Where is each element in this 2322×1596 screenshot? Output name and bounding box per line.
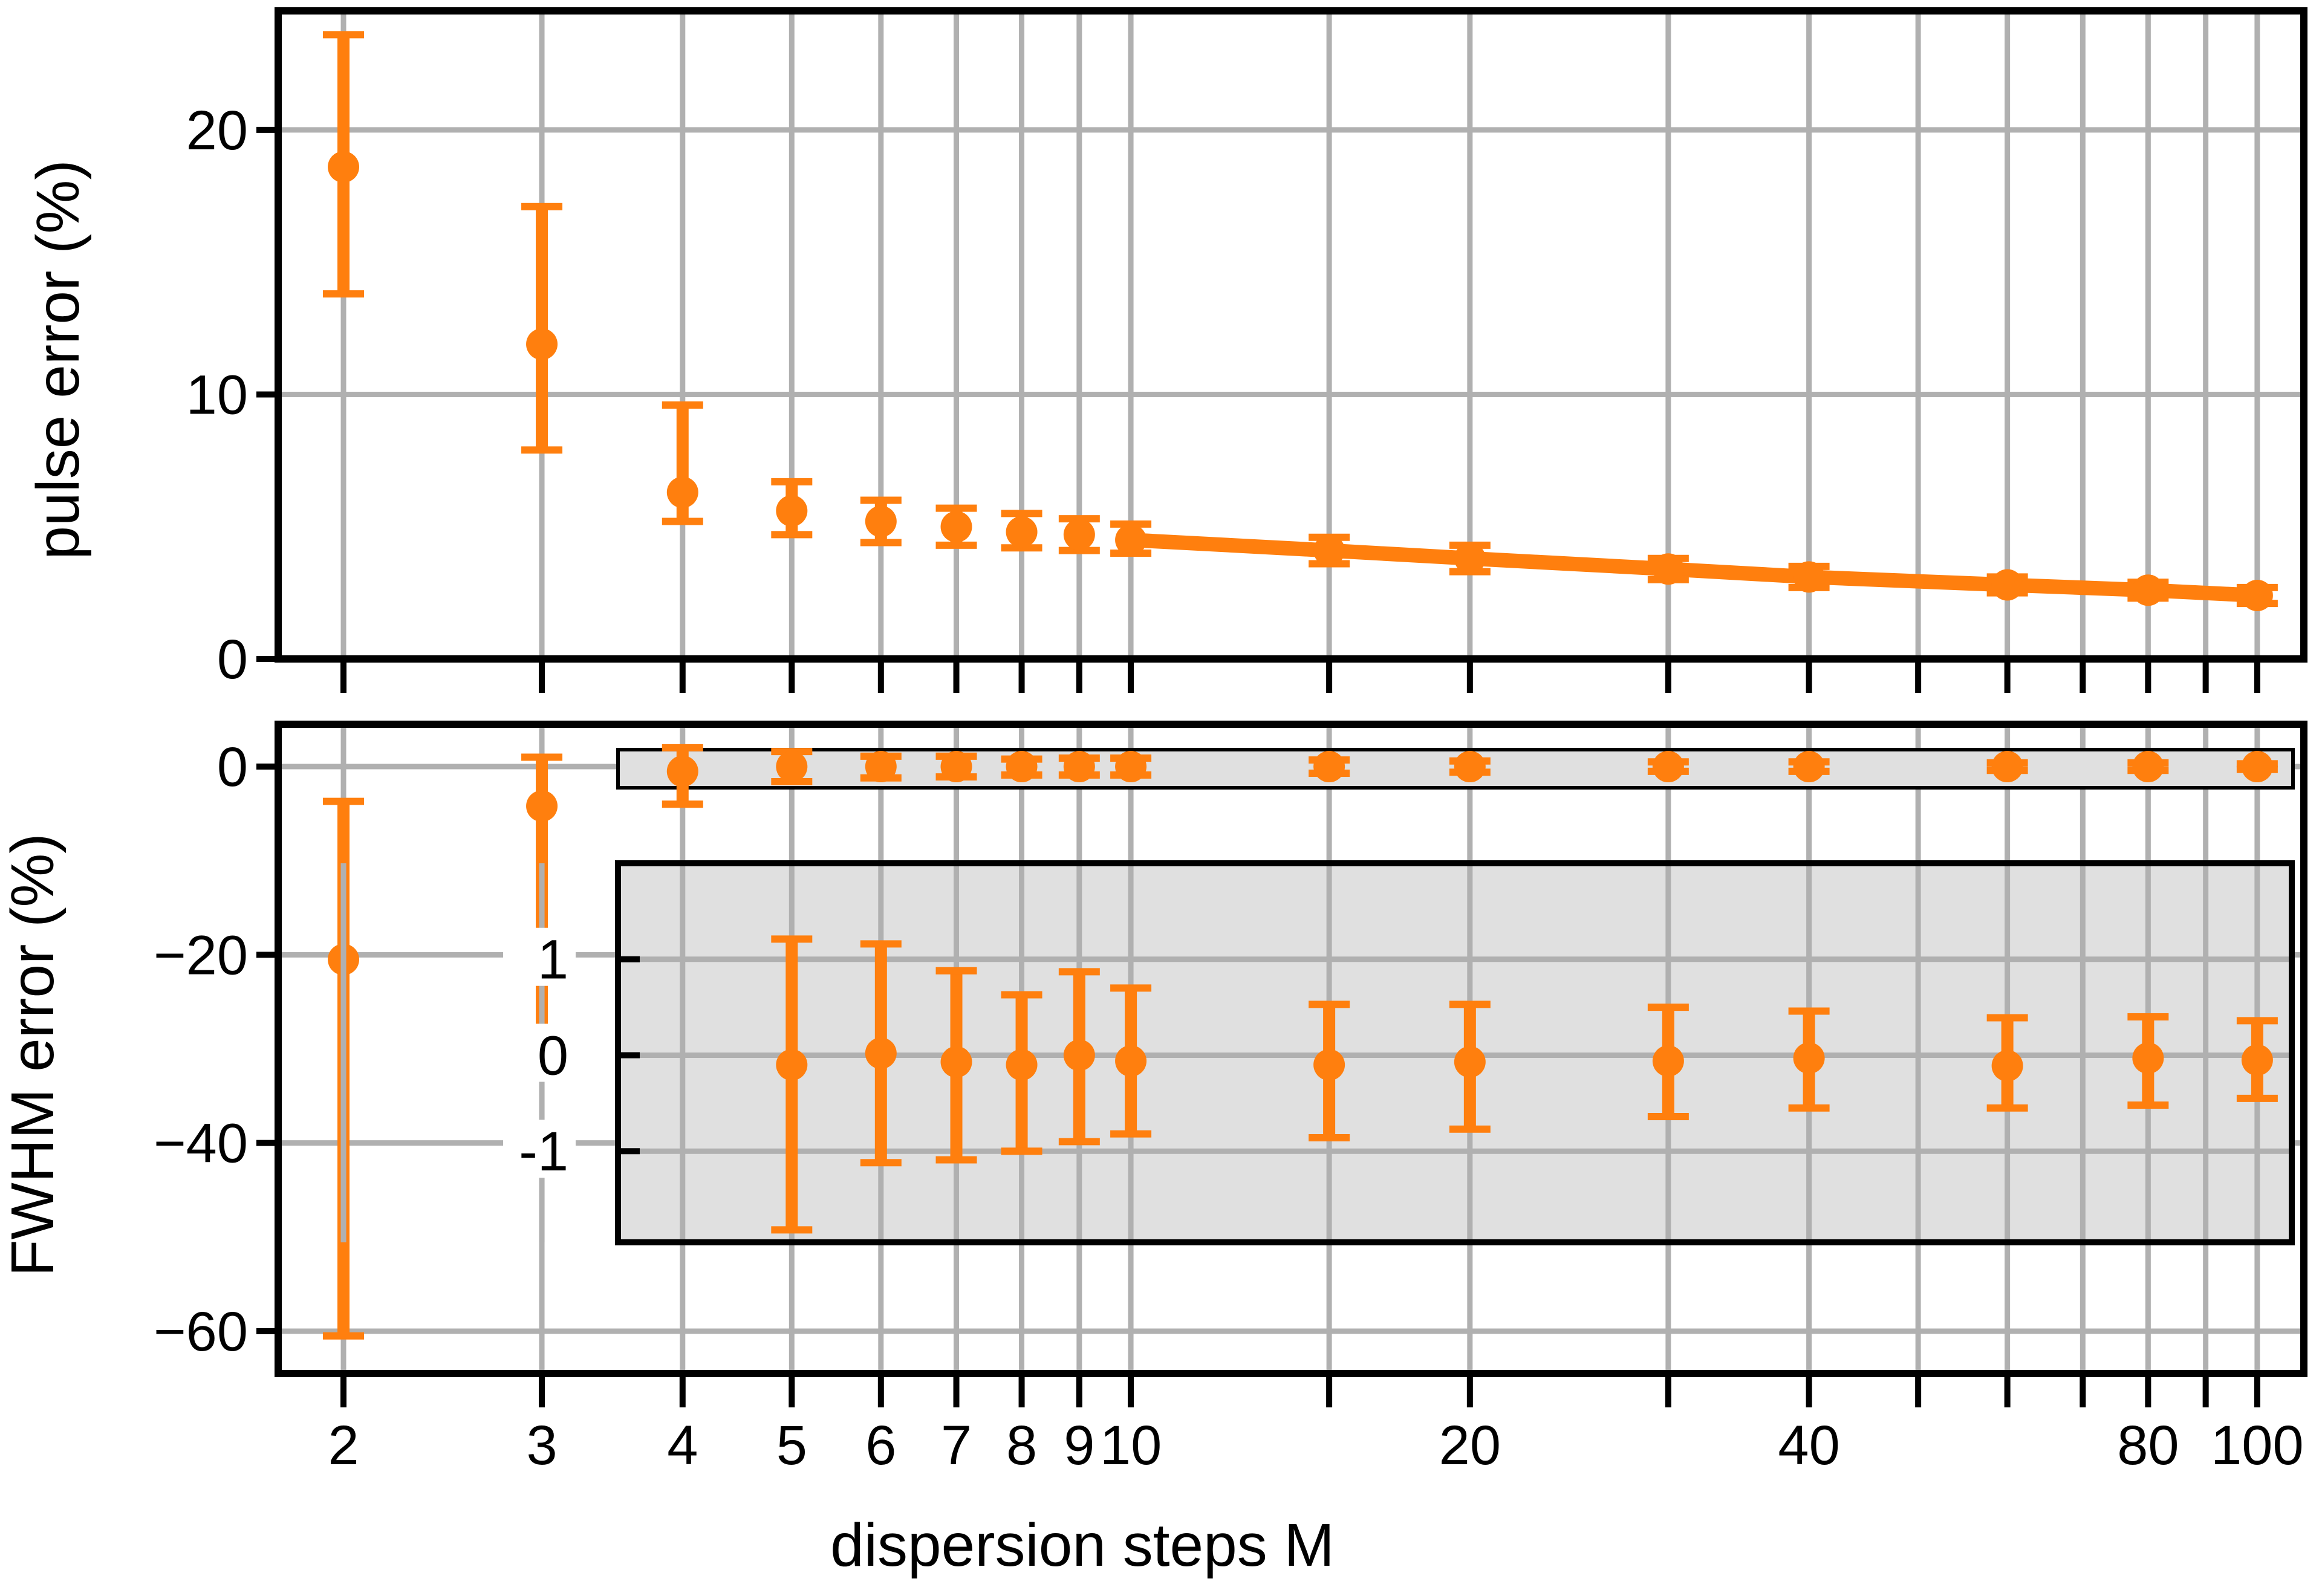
data-point bbox=[1991, 751, 2023, 783]
data-point bbox=[940, 511, 972, 543]
data-point bbox=[865, 505, 897, 537]
data-point bbox=[776, 495, 808, 527]
data-point bbox=[2241, 1044, 2273, 1076]
x-tick-label: 10 bbox=[1100, 1415, 1162, 1476]
data-point bbox=[2132, 1042, 2164, 1074]
data-point bbox=[1063, 519, 1095, 551]
x-tick-label: 2 bbox=[328, 1415, 359, 1476]
data-point bbox=[1793, 561, 1825, 593]
data-point bbox=[940, 1046, 972, 1078]
inset-y-tick-label: 0 bbox=[538, 1025, 568, 1086]
data-point bbox=[1454, 1046, 1486, 1078]
top-y-tick-label: 0 bbox=[217, 629, 248, 690]
data-point bbox=[2132, 751, 2164, 783]
top-y-tick-label: 10 bbox=[186, 364, 248, 426]
x-tick-label: 9 bbox=[1064, 1415, 1094, 1476]
data-point bbox=[666, 755, 698, 787]
data-point bbox=[2241, 579, 2273, 611]
bottom-y-tick-label: −20 bbox=[154, 924, 248, 986]
inset-tick-label-bg bbox=[503, 1023, 576, 1082]
data-point bbox=[526, 790, 558, 822]
x-tick-label: 100 bbox=[2211, 1415, 2304, 1476]
data-point bbox=[1793, 1042, 1825, 1074]
top-panel: 0 10 20 bbox=[186, 7, 2307, 693]
top-y-tick-label: 20 bbox=[186, 100, 248, 161]
data-point bbox=[1115, 751, 1147, 783]
data-point bbox=[1313, 1049, 1345, 1081]
data-point bbox=[1652, 553, 1684, 585]
bottom-y-axis-label: FWHM error (%) bbox=[0, 833, 67, 1276]
data-point bbox=[1115, 1045, 1147, 1077]
data-point bbox=[940, 751, 972, 783]
data-point bbox=[328, 151, 360, 183]
x-tick-label: 20 bbox=[1439, 1415, 1501, 1476]
data-point bbox=[2241, 751, 2273, 783]
bottom-y-tick-label: −60 bbox=[154, 1301, 248, 1363]
data-point bbox=[1006, 516, 1038, 548]
x-tick-label: 7 bbox=[941, 1415, 972, 1476]
data-point bbox=[1454, 751, 1486, 783]
x-tick-label: 80 bbox=[2117, 1415, 2179, 1476]
data-point bbox=[1991, 569, 2023, 601]
data-point bbox=[666, 476, 698, 508]
data-point bbox=[1006, 1049, 1038, 1081]
data-point bbox=[1991, 1049, 2023, 1082]
data-point bbox=[1652, 751, 1684, 783]
bottom-y-tick-label: −40 bbox=[154, 1113, 248, 1175]
data-point bbox=[526, 328, 558, 360]
x-tick-label: 3 bbox=[526, 1415, 557, 1476]
data-point bbox=[1652, 1045, 1684, 1077]
data-point bbox=[776, 1049, 808, 1081]
bottom-ticks: 0−20−40−602 3 4 5 6 7 8 9 10 20 40 80 100 bbox=[154, 736, 2304, 1476]
top-y-axis-label: pulse error (%) bbox=[24, 160, 92, 559]
data-point bbox=[865, 751, 897, 783]
data-point bbox=[776, 751, 808, 783]
data-point bbox=[1006, 751, 1038, 783]
top-series bbox=[323, 31, 2278, 611]
inset-tick-label-bg bbox=[503, 1120, 576, 1178]
x-tick-label: 40 bbox=[1778, 1415, 1839, 1476]
inset-ticks: 1 0 -1 bbox=[503, 927, 640, 1182]
bottom-panel: 0−20−40−602 3 4 5 6 7 8 9 10 20 40 80 100 10-1 bbox=[154, 721, 2307, 1476]
data-point bbox=[865, 1037, 897, 1069]
x-tick-label: 6 bbox=[865, 1415, 896, 1476]
bottom-plot-frame bbox=[275, 721, 2307, 1377]
x-axis-label: dispersion steps M bbox=[830, 1511, 1335, 1579]
inset-y-tick-label: -1 bbox=[519, 1121, 568, 1182]
x-tick-label: 4 bbox=[667, 1415, 698, 1476]
inset-y-tick-label: 1 bbox=[538, 929, 568, 991]
series-line bbox=[1130, 533, 2258, 603]
data-point bbox=[1313, 534, 1345, 566]
data-point bbox=[1454, 542, 1486, 574]
x-tick-label: 5 bbox=[776, 1415, 807, 1476]
x-tick-label: 8 bbox=[1006, 1415, 1037, 1476]
top-grid bbox=[278, 11, 2304, 662]
data-point bbox=[1793, 751, 1825, 783]
bottom-y-tick-label: 0 bbox=[217, 736, 248, 798]
data-point bbox=[1313, 751, 1345, 783]
data-point bbox=[1115, 524, 1147, 556]
data-point bbox=[2132, 574, 2164, 606]
inset-series bbox=[771, 935, 2278, 1234]
data-point bbox=[1063, 1039, 1095, 1071]
inset-tick-label-bg bbox=[503, 927, 576, 986]
top-plot-frame bbox=[275, 7, 2307, 663]
data-point bbox=[1063, 751, 1095, 783]
